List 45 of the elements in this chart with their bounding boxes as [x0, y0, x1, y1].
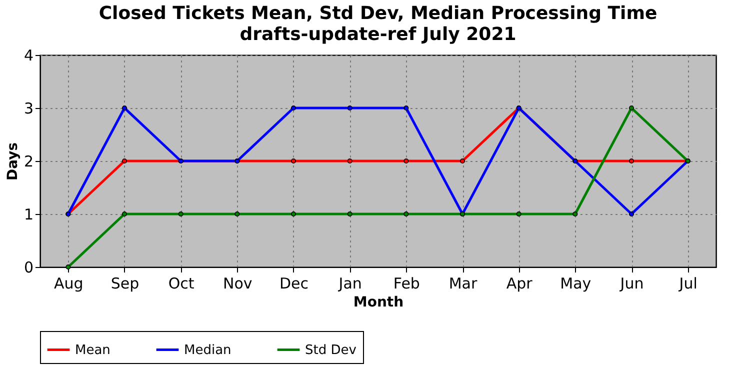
- y-tick-label: 3: [24, 100, 34, 118]
- legend-label: Std Dev: [305, 342, 357, 358]
- x-tick-label: Apr: [506, 274, 534, 292]
- point: [572, 211, 578, 217]
- y-tick-label: 4: [24, 46, 34, 64]
- point: [122, 158, 128, 164]
- x-tick-label: Jan: [338, 274, 362, 292]
- point: [347, 105, 352, 111]
- point: [628, 158, 634, 164]
- point: [290, 158, 296, 164]
- point: [66, 264, 71, 270]
- point: [404, 105, 409, 111]
- point: [404, 211, 409, 217]
- point: [460, 158, 466, 164]
- x-axis-title: Month: [353, 294, 404, 310]
- point: [290, 105, 296, 111]
- x-tick-label: Jul: [678, 274, 698, 292]
- legend-label: Mean: [75, 342, 110, 358]
- y-tick-label: 2: [24, 152, 34, 170]
- point: [122, 211, 128, 217]
- point: [122, 105, 128, 111]
- point: [347, 211, 352, 217]
- x-tick-label: May: [560, 274, 592, 292]
- x-tick-label: Feb: [393, 274, 420, 292]
- x-tick-label: Jun: [619, 274, 644, 292]
- x-tick-label: Oct: [168, 274, 194, 292]
- point: [628, 105, 634, 111]
- legend-label: Median: [184, 342, 232, 358]
- chart-subtitle: drafts-update-ref July 2021: [240, 24, 516, 45]
- point: [234, 211, 240, 217]
- y-axis-title: Days: [4, 142, 21, 181]
- point: [516, 211, 522, 217]
- point: [404, 158, 409, 164]
- point: [178, 211, 184, 217]
- x-tick-label: Mar: [448, 274, 478, 292]
- point: [290, 211, 296, 217]
- x-tick-label: Nov: [223, 274, 252, 292]
- x-tick-label: Aug: [54, 274, 84, 292]
- y-tick-label: 1: [24, 206, 34, 224]
- chart-title: Closed Tickets Mean, Std Dev, Median Processing Time: [98, 3, 658, 24]
- x-tick-label: Dec: [279, 274, 309, 292]
- point: [347, 158, 352, 164]
- x-tick-label: Sep: [110, 274, 140, 292]
- point: [628, 211, 634, 217]
- y-tick-label: 0: [24, 258, 34, 276]
